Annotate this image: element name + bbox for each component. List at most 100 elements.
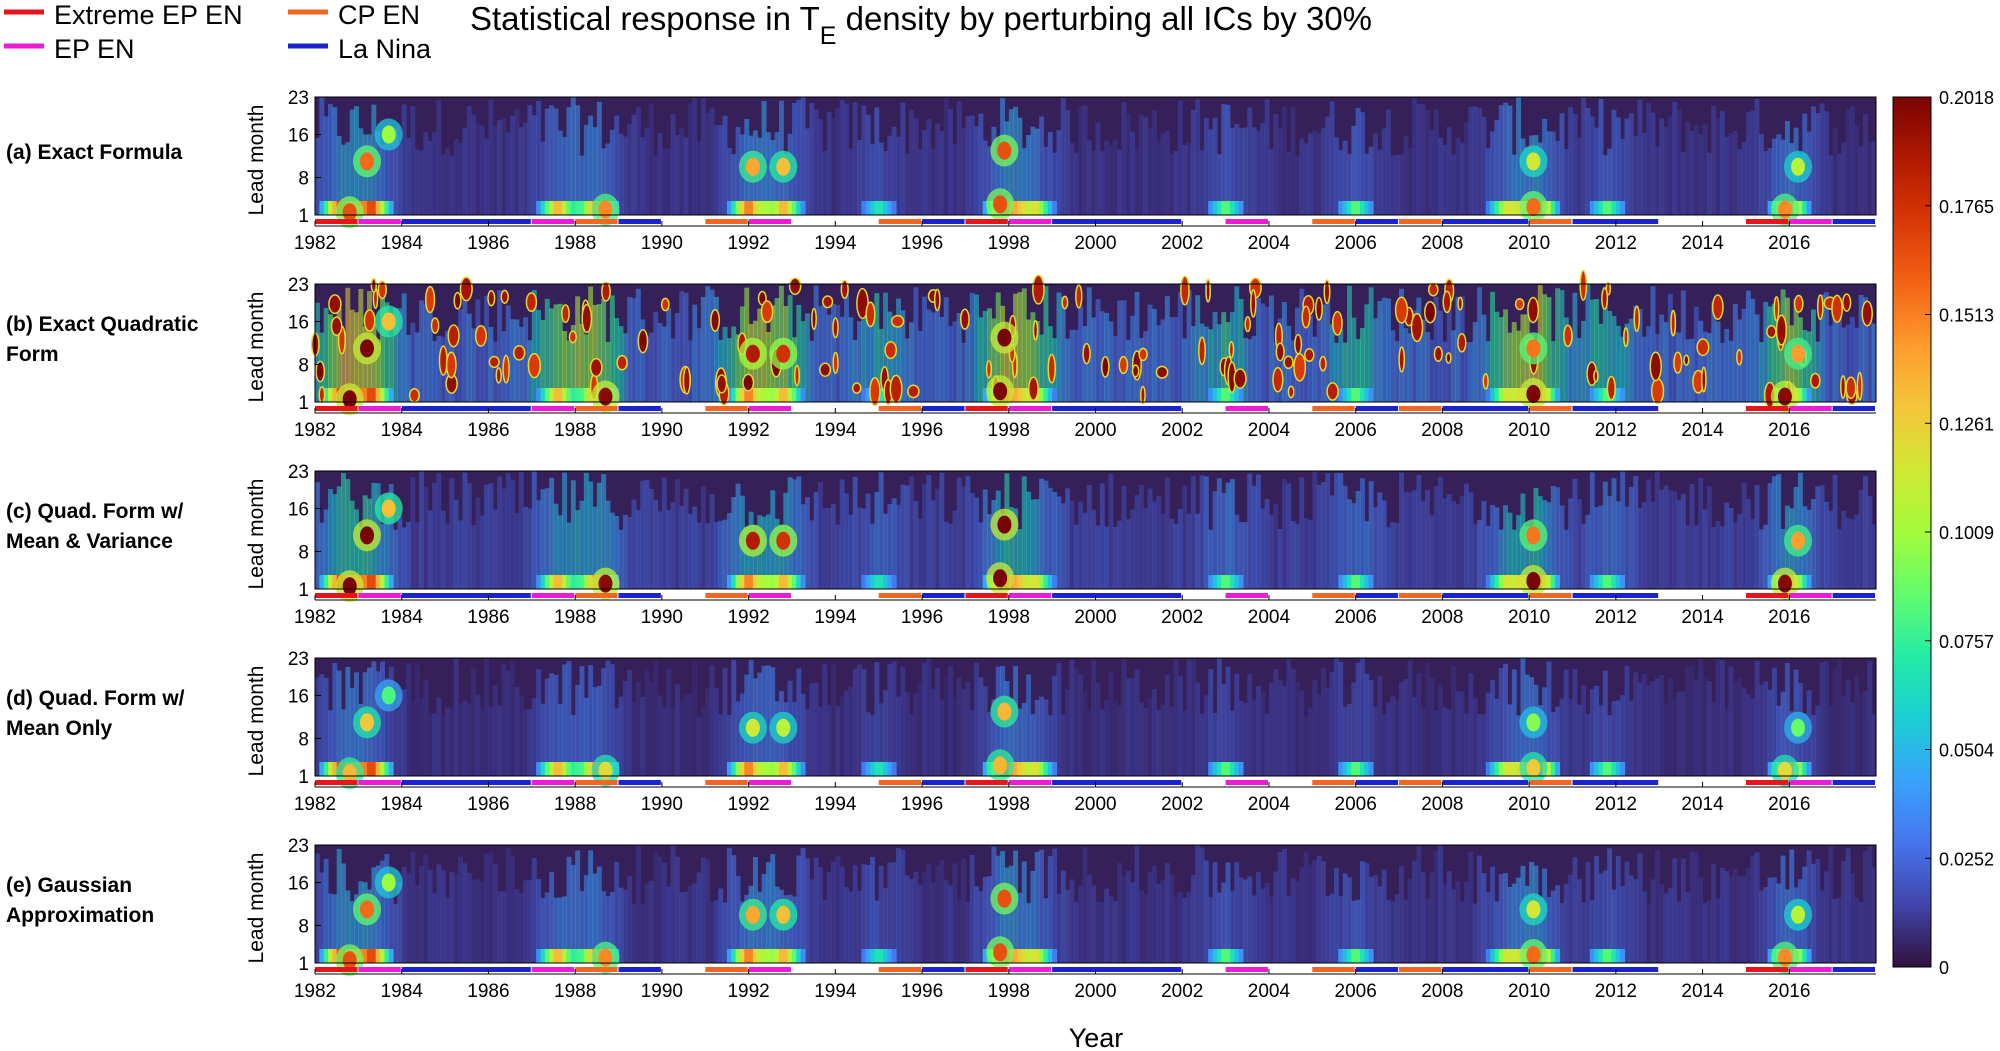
heatmap-streak	[731, 855, 737, 963]
heatmap-hotspot	[1777, 574, 1792, 593]
heatmap-streak	[1750, 110, 1756, 215]
heatmap-blob	[487, 289, 496, 307]
heatmap-streak	[1602, 870, 1608, 963]
heatmap-streak	[1780, 528, 1786, 589]
heatmap-blob	[760, 300, 774, 324]
heatmap-streak	[765, 665, 771, 776]
heatmap-streak	[1815, 486, 1821, 589]
heatmap-streak	[1771, 476, 1777, 589]
heatmap-streak	[1490, 680, 1496, 776]
heatmap-streak	[1333, 137, 1339, 215]
heatmap-streak	[1646, 326, 1652, 402]
heatmap-base-cell	[1234, 388, 1240, 402]
heatmap-streak	[514, 512, 520, 589]
event-bar-segment	[1745, 219, 1789, 224]
event-bar-segment	[878, 219, 922, 224]
heatmap-streak	[666, 510, 672, 589]
heatmap-hotspot	[1526, 152, 1541, 171]
heatmap-streak	[1685, 892, 1691, 963]
heatmap-streak	[341, 472, 346, 589]
heatmap-streak	[332, 494, 338, 589]
heatmap-base-cell	[1360, 762, 1365, 776]
x-tick-label: 1984	[381, 607, 424, 628]
heatmap-streak	[1819, 662, 1825, 776]
heatmap-streak	[1828, 706, 1834, 776]
heatmap-blob	[716, 374, 728, 394]
heatmap-streak	[601, 298, 607, 402]
heatmap-streak	[341, 144, 346, 215]
heatmap-streak	[1052, 848, 1058, 963]
x-tick-label: 1994	[814, 233, 857, 254]
heatmap-base-cell	[891, 762, 897, 776]
heatmap-streak	[592, 873, 598, 963]
heatmap-streak	[722, 668, 728, 776]
heatmap-streak	[1563, 149, 1569, 215]
heatmap-base-cell	[861, 949, 867, 963]
heatmap-streak	[1329, 495, 1335, 589]
heatmap-streak	[1745, 868, 1751, 963]
x-tick-label: 2002	[1161, 607, 1203, 628]
heatmap-base-cell	[1043, 201, 1049, 215]
heatmap-base-cell	[1026, 949, 1032, 963]
heatmap-streak	[1351, 503, 1357, 589]
heatmap-streak	[1069, 142, 1075, 215]
heatmap-streak	[601, 668, 607, 776]
heatmap-streak	[1086, 874, 1092, 963]
heatmap-streak	[1203, 695, 1209, 776]
heatmap-streak	[1316, 855, 1322, 963]
heatmap-base-cell	[1507, 388, 1513, 402]
heatmap-streak	[1320, 482, 1326, 589]
heatmap-base-cell	[557, 949, 563, 963]
heatmap-streak	[635, 681, 641, 776]
heatmap-streak	[1138, 889, 1144, 963]
heatmap-streak	[800, 693, 806, 776]
heatmap-streak	[1559, 505, 1565, 589]
heatmap-base-cell	[1212, 762, 1218, 776]
heatmap-streak	[1572, 113, 1578, 215]
heatmap-base-cell	[887, 949, 893, 963]
x-tick-label: 2010	[1508, 607, 1550, 628]
heatmap-streak	[1082, 691, 1088, 776]
heatmap-streak	[1637, 507, 1643, 589]
heatmap-hotspot	[1526, 900, 1541, 919]
heatmap-streak	[787, 894, 793, 963]
heatmap-streak	[1568, 498, 1574, 589]
heatmap-blob	[1315, 296, 1323, 321]
heatmap-streak	[956, 899, 962, 963]
heatmap-streak	[1277, 851, 1283, 963]
heatmap-streak	[1667, 888, 1673, 963]
heatmap-streak	[1594, 855, 1600, 963]
heatmap-streak	[1156, 884, 1162, 963]
heatmap-streak	[592, 304, 598, 402]
heatmap-streak	[436, 697, 442, 776]
heatmap-streak	[631, 701, 637, 776]
heatmap-streak	[458, 703, 464, 776]
heatmap-base-cell	[1351, 388, 1357, 402]
heatmap-streak	[1030, 126, 1036, 215]
heatmap-base-cell	[1026, 388, 1032, 402]
heatmap-streak	[1650, 501, 1656, 589]
heatmap-streak	[1125, 519, 1131, 589]
event-bar-segment	[878, 780, 922, 785]
heatmap-streak	[661, 707, 667, 776]
x-tick-label: 1998	[988, 607, 1030, 628]
heatmap-streak	[1607, 496, 1613, 589]
heatmap-streak	[1732, 682, 1738, 776]
heatmap-streak	[865, 114, 871, 215]
heatmap-streak	[1286, 151, 1292, 215]
heatmap-streak	[987, 514, 993, 589]
heatmap-streak	[1715, 659, 1721, 776]
heatmap-streak	[1242, 522, 1248, 589]
heatmap-base-cell	[874, 949, 880, 963]
x-tick-label: 1986	[467, 794, 509, 815]
heatmap-streak	[518, 326, 524, 402]
heatmap-streak	[913, 118, 919, 215]
heatmap-base-cell	[1490, 388, 1496, 402]
event-bar-segment	[1052, 406, 1182, 411]
heatmap-blob	[1809, 372, 1821, 389]
heatmap-streak	[1438, 684, 1443, 776]
heatmap-base-cell	[544, 388, 550, 402]
heatmap-base-cell	[865, 762, 871, 776]
heatmap-streak	[969, 115, 975, 215]
heatmap-streak	[1212, 713, 1218, 776]
